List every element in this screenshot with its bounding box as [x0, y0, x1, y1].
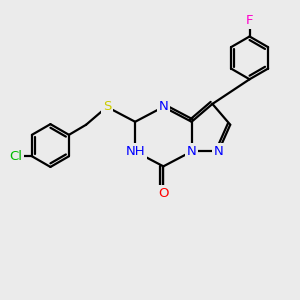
- Text: N: N: [214, 145, 223, 158]
- Text: O: O: [158, 187, 169, 200]
- Text: S: S: [103, 100, 111, 113]
- Text: N: N: [187, 145, 196, 158]
- Text: NH: NH: [125, 145, 145, 158]
- Text: F: F: [246, 14, 253, 27]
- Text: N: N: [158, 100, 168, 113]
- Text: Cl: Cl: [9, 150, 22, 163]
